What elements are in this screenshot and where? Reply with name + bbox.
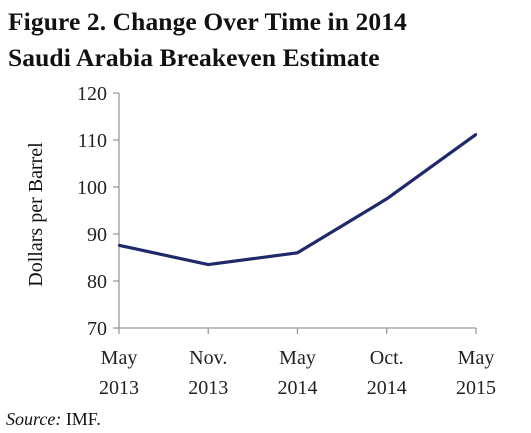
x-tick-label-year: 2014 — [278, 377, 318, 399]
x-tick-label-year: 2013 — [188, 377, 228, 399]
x-tick-label-month: May — [101, 347, 138, 369]
y-tick-label: 70 — [87, 318, 107, 340]
source-label: Source: — [6, 409, 62, 429]
data-point — [117, 244, 121, 247]
series-line — [118, 133, 477, 267]
x-tick-label-month: May — [458, 347, 495, 369]
data-point — [385, 197, 388, 200]
y-tick-label: 120 — [77, 83, 107, 105]
chart-title-line-2: Saudi Arabia Breakeven Estimate — [8, 43, 380, 72]
x-tick-label: May 2015 — [456, 347, 496, 399]
x-tick-label-month: May — [279, 347, 316, 369]
y-axis: 70 80 90 100 110 120 Dollars per Barrel — [25, 83, 120, 340]
y-tick-label: 100 — [77, 177, 107, 199]
chart-title: Figure 2. Change Over Time in 2014 Saudi… — [8, 4, 528, 76]
series-breakeven — [117, 133, 478, 267]
y-tick-label: 90 — [87, 224, 107, 246]
x-tick-label-year: 2014 — [367, 377, 407, 399]
chart-title-line-1: Figure 2. Change Over Time in 2014 — [8, 7, 407, 36]
y-tick-label: 110 — [78, 130, 107, 152]
x-tick-label: May 2014 — [278, 347, 318, 399]
x-tick-label-year: 2013 — [99, 377, 139, 399]
x-tick-label-month: Nov. — [189, 347, 227, 369]
x-tick-label-year: 2015 — [456, 377, 496, 399]
y-tick-label: 80 — [87, 271, 107, 293]
x-tick-label: May 2013 — [99, 347, 139, 399]
data-point — [296, 251, 299, 254]
y-axis-title: Dollars per Barrel — [25, 142, 47, 287]
source-value: IMF. — [61, 409, 101, 429]
x-axis: May 2013 Nov. 2013 May 2014 Oct. 2014 May 2015 — [99, 327, 496, 399]
data-point — [474, 133, 478, 136]
x-tick-label: Oct. 2014 — [367, 347, 407, 399]
source-note: Source: IMF. — [6, 408, 101, 430]
x-tick-label: Nov. 2013 — [188, 347, 228, 399]
x-tick-label-month: Oct. — [370, 347, 404, 369]
data-point — [207, 263, 210, 266]
